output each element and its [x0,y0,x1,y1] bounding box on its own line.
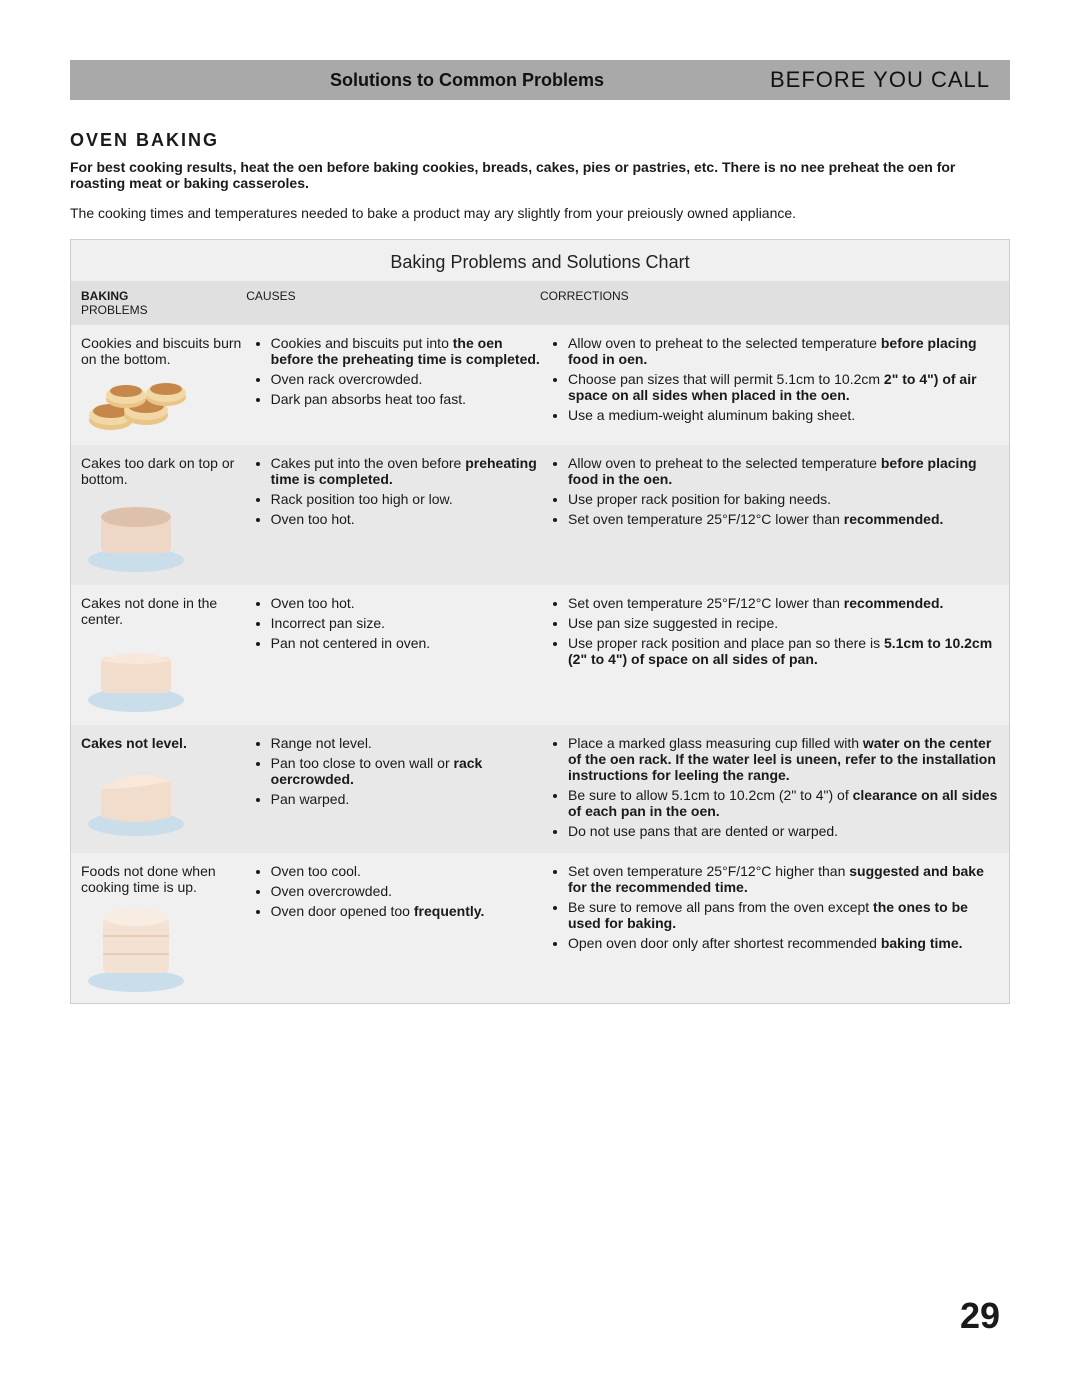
chart-header-corrections: CORRECTIONS [540,289,999,317]
cause-item: Oven overcrowded. [271,883,540,899]
problem-cell: Cakes not level. [81,735,253,843]
header-right-title: BEFORE YOU CALL [770,67,990,93]
chart-title: Baking Problems and Solutions Chart [71,240,1009,281]
problem-text: Cakes not level. [81,735,243,751]
cause-item: Dark pan absorbs heat too fast. [271,391,540,407]
problem-text: Cakes not done in the center. [81,595,243,627]
correction-item: Set oven temperature 25°F/12°C lower tha… [568,511,999,527]
causes-cell: Cookies and biscuits put into the oen be… [253,335,550,435]
cause-item: Oven too cool. [271,863,540,879]
cake-tall-icon [81,903,243,993]
causes-cell: Range not level. Pan too close to oven wa… [253,735,550,843]
correction-item: Set oven temperature 25°F/12°C higher th… [568,863,999,895]
causes-cell: Cakes put into the oven before preheatin… [253,455,550,575]
chart-row: Cakes not done in the center. Oven too h… [71,585,1009,725]
chart-row: Cakes not level. Range not level. Pan too… [71,725,1009,853]
correction-item: Choose pan sizes that will permit 5.1cm … [568,371,999,403]
corrections-cell: Place a marked glass measuring cup fille… [550,735,999,843]
corrections-cell: Set oven temperature 25°F/12°C lower tha… [550,595,999,715]
intro-plain: The cooking times and temperatures neede… [70,205,1010,221]
chart-header-problems-sub: PROBLEMS [81,303,246,317]
cookies-icon [81,375,243,435]
baking-chart: Baking Problems and Solutions Chart BAKI… [70,239,1010,1004]
cause-item: Oven too hot. [271,595,540,611]
chart-header-problems: BAKING PROBLEMS [81,289,246,317]
correction-item: Do not use pans that are dented or warpe… [568,823,999,839]
cause-item: Rack position too high or low. [271,491,540,507]
section-title: Oven Baking [70,130,1010,151]
problem-text: Cookies and biscuits burn on the bottom. [81,335,243,367]
chart-header-row: BAKING PROBLEMS CAUSES CORRECTIONS [71,281,1009,325]
chart-row: Foods not done when cooking time is up. … [71,853,1009,1003]
intro-text: For best cooking results, heat the oen b… [70,159,1010,221]
problem-cell: Foods not done when cooking time is up. [81,863,253,993]
correction-item: Be sure to allow 5.1cm to 10.2cm (2" to … [568,787,999,819]
chart-row: Cakes too dark on top or bottom. Cakes p… [71,445,1009,585]
correction-item: Set oven temperature 25°F/12°C lower tha… [568,595,999,611]
correction-item: Allow oven to preheat to the selected te… [568,335,999,367]
cause-item: Oven rack overcrowded. [271,371,540,387]
chart-row: Cookies and biscuits burn on the bottom.… [71,325,1009,445]
causes-cell: Oven too hot. Incorrect pan size. Pan not … [253,595,550,715]
page-number: 29 [960,1295,1000,1337]
correction-item: Use a medium-weight aluminum baking shee… [568,407,999,423]
cause-item: Pan warped. [271,791,540,807]
cause-item: Incorrect pan size. [271,615,540,631]
correction-item: Use proper rack position for baking need… [568,491,999,507]
problem-cell: Cakes too dark on top or bottom. [81,455,253,575]
correction-item: Use proper rack position and place pan s… [568,635,999,667]
cause-item: Oven too hot. [271,511,540,527]
causes-cell: Oven too cool. Oven overcrowded. Oven door… [253,863,550,993]
correction-item: Use pan size suggested in recipe. [568,615,999,631]
cause-item: Cakes put into the oven before preheatin… [271,455,540,487]
cause-item: Range not level. [271,735,540,751]
intro-bold: For best cooking results, heat the oen b… [70,159,1010,191]
header-left-title: Solutions to Common Problems [330,70,604,91]
manual-page: Solutions to Common Problems BEFORE YOU … [0,0,1080,1397]
correction-item: Place a marked glass measuring cup fille… [568,735,999,783]
page-header-bar: Solutions to Common Problems BEFORE YOU … [70,60,1010,100]
problem-cell: Cakes not done in the center. [81,595,253,715]
corrections-cell: Allow oven to preheat to the selected te… [550,335,999,435]
cause-item: Pan too close to oven wall or rack oercr… [271,755,540,787]
correction-item: Allow oven to preheat to the selected te… [568,455,999,487]
cause-item: Oven door opened too frequently. [271,903,540,919]
cause-item: Cookies and biscuits put into the oen be… [271,335,540,367]
problem-cell: Cookies and biscuits burn on the bottom. [81,335,253,435]
correction-item: Open oven door only after shortest recom… [568,935,999,951]
cake-center-icon [81,635,243,715]
chart-header-causes: CAUSES [246,289,540,317]
cake-level-icon [81,759,243,839]
correction-item: Be sure to remove all pans from the oven… [568,899,999,931]
corrections-cell: Set oven temperature 25°F/12°C higher th… [550,863,999,993]
problem-text: Foods not done when cooking time is up. [81,863,243,895]
cause-item: Pan not centered in oven. [271,635,540,651]
chart-header-baking: BAKING [81,289,128,303]
corrections-cell: Allow oven to preheat to the selected te… [550,455,999,575]
cake-dark-icon [81,495,243,575]
problem-text: Cakes too dark on top or bottom. [81,455,243,487]
